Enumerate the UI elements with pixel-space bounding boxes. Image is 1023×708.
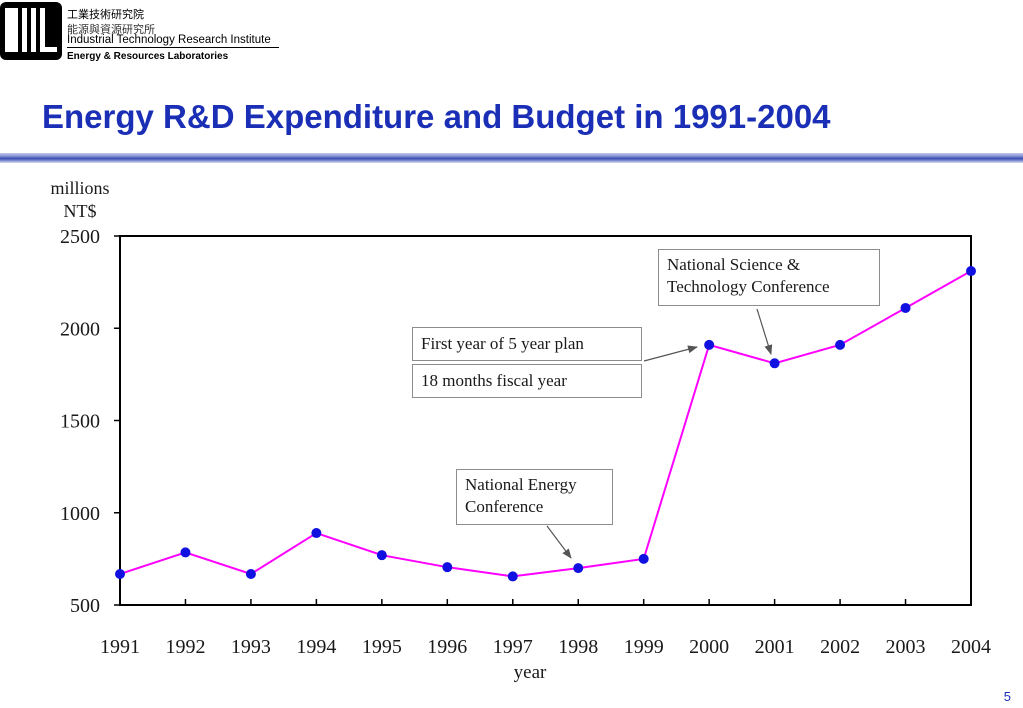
annotation-nec-line1: National Energy [465,475,577,494]
data-point [376,550,387,561]
data-point [311,528,322,539]
y-tick-label: 1500 [60,411,100,433]
data-point [900,302,911,313]
page-number: 5 [1003,689,1011,704]
data-point [835,339,846,350]
data-point [769,358,780,369]
org-name-en: Industrial Technology Research Institute [67,34,271,46]
header-divider [67,47,279,48]
slide-title: Energy R&D Expenditure and Budget in 199… [42,98,831,135]
data-point [638,553,649,564]
x-tick-label: 2001 [755,636,795,658]
annotation-nstc-line2: Technology Conference [667,277,830,296]
annotation-nstc-line1: National Science & [667,255,801,274]
x-tick-label: 2003 [886,636,926,658]
x-tick-label: 2000 [689,636,729,658]
annotation-arrow-2000 [643,345,698,362]
org-name-zh: 工業技術研究院 [67,9,144,21]
data-point [442,562,453,573]
x-tick-label: 1994 [296,636,336,658]
data-point [704,339,715,350]
y-tick-label: 2500 [60,226,100,248]
y-axis-label-line1: millions [50,178,109,198]
annotation-five-year-plan: First year of 5 year plan [412,327,642,361]
x-tick-label: 1993 [231,636,271,658]
title-rule [0,153,1023,163]
x-tick-label: 1997 [493,636,533,658]
annotation-fiscal-year: 18 months fiscal year [412,364,642,398]
lab-name-zh: 能源與資源研究所 [67,24,155,36]
annotation-nstc: National Science & Technology Conference [658,249,880,306]
data-point [966,266,976,277]
series-line [119,270,972,578]
annotation-nec: National Energy Conference [456,469,613,525]
x-tick-label: 2004 [951,636,991,658]
x-tick-label: 1996 [427,636,467,658]
y-tick-label: 500 [70,595,100,617]
data-point [507,571,518,582]
x-tick-label: 1999 [624,636,664,658]
lab-name-en: Energy & Resources Laboratories [67,51,229,62]
y-tick-label: 2000 [60,318,100,340]
x-axis-label: year [514,662,547,683]
x-tick-label: 1991 [100,636,140,658]
y-tick-label: 1000 [60,503,100,525]
x-tick-label: 1998 [558,636,598,658]
annotation-five-year-plan-text: First year of 5 year plan [421,334,584,353]
annotation-nec-line2: Conference [465,497,544,516]
x-tick-label: 1992 [165,636,205,658]
data-point [245,569,256,580]
x-tick-label: 1995 [362,636,402,658]
annotation-arrow-2001 [756,308,773,355]
data-point [180,547,191,558]
x-tick-label: 2002 [820,636,860,658]
data-point [115,569,125,580]
annotation-arrow-1998 [546,525,572,559]
itri-logo-icon [0,2,62,60]
data-point [573,563,584,574]
y-axis-label-line2: NT$ [64,201,97,221]
annotation-fiscal-year-text: 18 months fiscal year [421,371,567,390]
